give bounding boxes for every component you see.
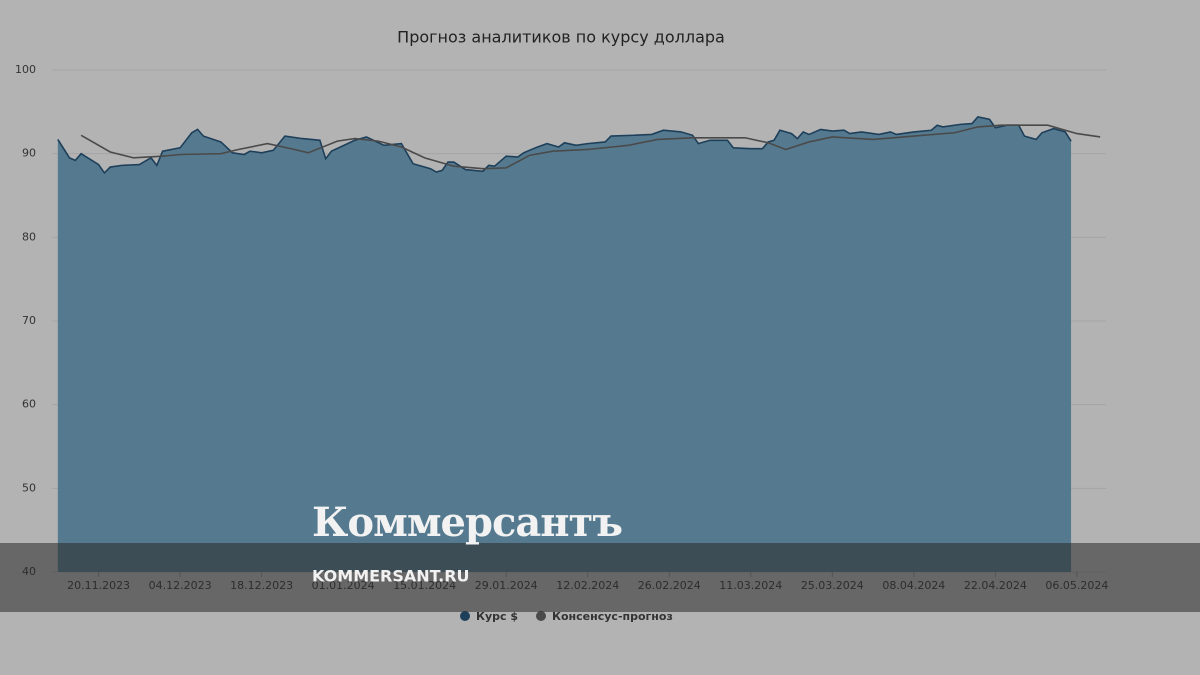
watermark-logo: Коммерсантъ xyxy=(312,499,622,546)
y-tick-label: 90 xyxy=(22,147,36,160)
y-tick-label: 50 xyxy=(22,481,36,494)
legend-marker xyxy=(460,611,470,621)
line xyxy=(57,115,1072,175)
legend-label: Курс $ xyxy=(476,610,518,623)
y-tick-label: 80 xyxy=(22,230,36,243)
legend-label: Консенсус-прогноз xyxy=(552,610,673,623)
y-tick-label: 100 xyxy=(15,63,36,76)
chart-title: Прогноз аналитиков по курсу доллара xyxy=(397,28,725,47)
y-tick-label: 70 xyxy=(22,314,36,327)
y-tick-label: 60 xyxy=(22,398,36,411)
area xyxy=(57,116,1072,572)
watermark-url: KOMMERSANT.RU xyxy=(312,567,470,586)
line xyxy=(80,124,1101,170)
watermark-band xyxy=(0,543,1200,612)
legend-marker xyxy=(536,611,546,621)
